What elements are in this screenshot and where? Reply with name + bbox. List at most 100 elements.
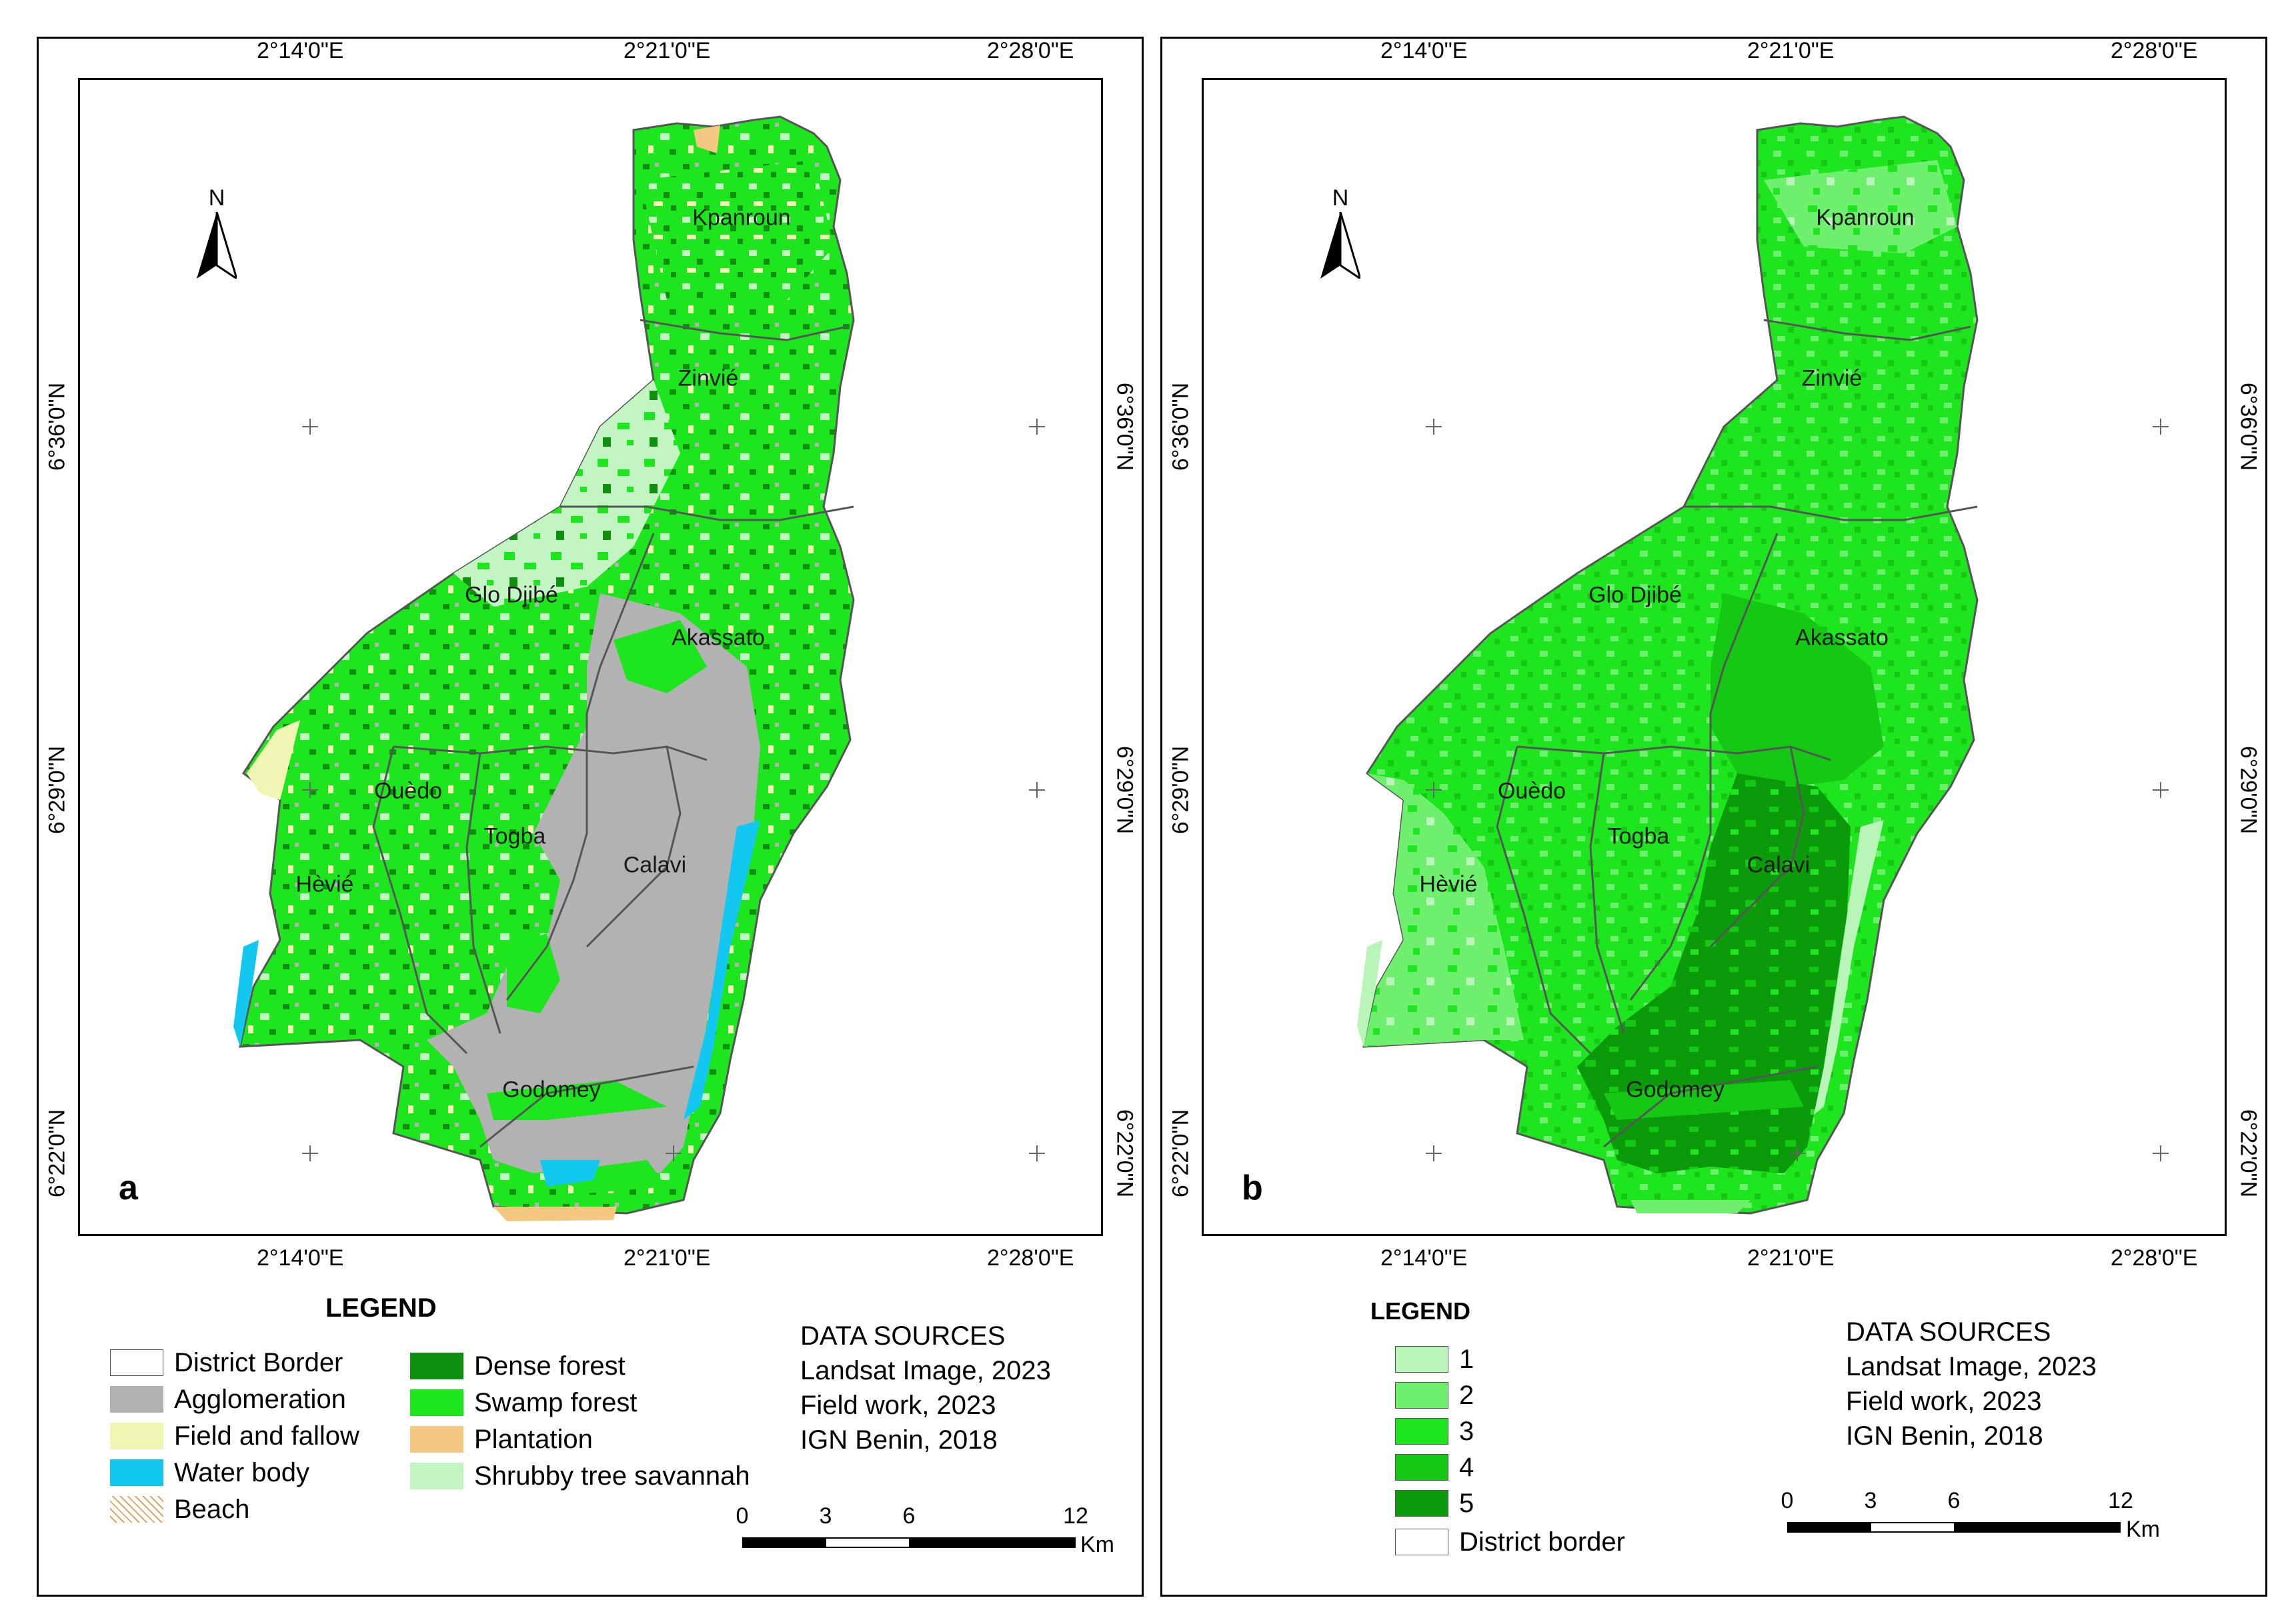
legend-swatch xyxy=(110,1423,163,1449)
district-label-akassato-b: Akassato xyxy=(1795,625,1889,651)
legend-item-field-fallow: Field and fallow xyxy=(110,1420,359,1452)
north-label-b: N xyxy=(1332,185,1349,211)
legend-item-district-border: District Border xyxy=(110,1347,343,1379)
legend-label: Water body xyxy=(174,1457,310,1487)
district-label-glo-djibe: Glo Djibé xyxy=(465,582,558,608)
sources-title: DATA SOURCES xyxy=(1846,1317,2051,1347)
lon-label-bottom-2-b: 2°21'0"E xyxy=(1747,1245,1835,1271)
legend-item-shrubby-savannah: Shrubby tree savannah xyxy=(410,1460,750,1492)
source-line: Field work, 2023 xyxy=(800,1391,996,1420)
scale-bar-a xyxy=(742,1537,1076,1548)
legend-swatch-beach xyxy=(110,1496,163,1523)
grid-cross xyxy=(666,1145,682,1161)
legend-swatch xyxy=(1395,1346,1448,1373)
legend-swatch xyxy=(110,1386,163,1413)
grid-cross xyxy=(302,419,318,435)
legend-swatch xyxy=(1395,1490,1448,1517)
lon-label-top-1-b: 2°14'0"E xyxy=(1380,38,1468,63)
scale-segment xyxy=(1789,1523,1871,1531)
legend-item-district-border-b: District border xyxy=(1395,1526,1625,1558)
lon-label-top-2-b: 2°21'0"E xyxy=(1747,38,1835,63)
lon-label-bottom-3: 2°28'0"E xyxy=(987,1245,1074,1271)
legend-item-class-1: 1 xyxy=(1395,1343,1474,1375)
legend-swatch xyxy=(1395,1529,1448,1555)
lon-label-bottom-1-b: 2°14'0"E xyxy=(1380,1245,1468,1271)
legend-label: District Border xyxy=(174,1347,343,1377)
panel-letter-a: a xyxy=(119,1169,138,1207)
scale-tick-0-b: 0 xyxy=(1781,1488,1794,1513)
lat-label-right-1: 6°36'0"N xyxy=(1112,382,1138,471)
district-label-akassato: Akassato xyxy=(672,625,765,651)
lon-label-bottom-2: 2°21'0"E xyxy=(624,1245,711,1271)
legend-label: 3 xyxy=(1459,1416,1474,1446)
lat-label-right-1-b: 6°36'0"N xyxy=(2235,382,2261,471)
legend-label: 1 xyxy=(1459,1344,1474,1374)
data-sources-b: DATA SOURCES Landsat Image, 2023 Field w… xyxy=(1846,1315,2097,1453)
scale-segment xyxy=(826,1539,909,1547)
legend-swatch xyxy=(1395,1454,1448,1481)
legend-item-water-body: Water body xyxy=(110,1457,309,1489)
legend-swatch xyxy=(1395,1382,1448,1409)
green-infrastructure-map xyxy=(1357,115,1979,1215)
grid-cross xyxy=(1029,782,1045,798)
legend-label: Field and fallow xyxy=(174,1421,359,1451)
lat-label-left-2: 6°29'0"N xyxy=(44,745,70,835)
grid-cross xyxy=(1789,1145,1805,1161)
lon-label-bottom-1: 2°14'0"E xyxy=(257,1245,344,1271)
lat-label-left-1-b: 6°36'0"N xyxy=(1168,382,1194,471)
lat-label-right-3: 6°22'0"N xyxy=(1112,1109,1138,1198)
grid-cross xyxy=(1426,782,1442,798)
legend-label: 2 xyxy=(1459,1380,1474,1410)
district-label-calavi-b: Calavi xyxy=(1747,852,1811,878)
legend-label: Beach xyxy=(174,1494,250,1524)
scale-unit-b: Km xyxy=(2126,1517,2160,1542)
legend-label: District border xyxy=(1459,1527,1625,1557)
lon-label-top-1: 2°14'0"E xyxy=(257,38,344,63)
grid-cross xyxy=(1029,419,1045,435)
north-label: N xyxy=(208,185,225,211)
legend-swatch xyxy=(110,1349,163,1376)
legend-label: Plantation xyxy=(474,1424,593,1454)
legend-swatch xyxy=(1395,1418,1448,1445)
legend-item-class-4: 4 xyxy=(1395,1451,1474,1483)
water-body xyxy=(684,820,760,1120)
source-line: Landsat Image, 2023 xyxy=(1846,1352,2097,1381)
grid-cross xyxy=(302,1145,318,1161)
legend-swatch xyxy=(410,1389,463,1416)
legend-label: Swamp forest xyxy=(474,1387,638,1417)
district-label-togba-b: Togba xyxy=(1607,823,1670,849)
district-label-ouedo-b: Ouèdo xyxy=(1497,778,1566,804)
scale-tick-0: 0 xyxy=(736,1503,749,1529)
source-line: Field work, 2023 xyxy=(1846,1387,2042,1416)
lon-label-bottom-3-b: 2°28'0"E xyxy=(2111,1245,2198,1271)
agglomeration-area xyxy=(427,593,760,1173)
legend-item-swamp-forest: Swamp forest xyxy=(410,1387,638,1419)
legend-label: 4 xyxy=(1459,1452,1474,1482)
panel-a-map xyxy=(78,78,1103,1236)
district-label-togba: Togba xyxy=(483,823,546,849)
lat-label-right-2-b: 6°29'0"N xyxy=(2235,745,2261,835)
legend-label: Shrubby tree savannah xyxy=(474,1461,750,1491)
legend-swatch xyxy=(410,1463,463,1489)
scale-tick-6: 6 xyxy=(902,1503,916,1529)
legend-item-beach: Beach xyxy=(110,1493,249,1525)
scale-unit-a: Km xyxy=(1080,1532,1114,1557)
panel-b-map xyxy=(1202,78,2227,1236)
legend-item-class-5: 5 xyxy=(1395,1487,1474,1519)
district-label-calavi: Calavi xyxy=(623,852,687,878)
lon-label-top-2: 2°21'0"E xyxy=(624,38,711,63)
data-sources-a: DATA SOURCES Landsat Image, 2023 Field w… xyxy=(800,1319,1051,1457)
legend-label: Agglomeration xyxy=(174,1384,346,1414)
lat-label-left-3: 6°22'0"N xyxy=(44,1109,70,1198)
scale-tick-12: 12 xyxy=(1063,1503,1088,1529)
district-label-glo-djibe-b: Glo Djibé xyxy=(1588,582,1682,608)
district-borders-b xyxy=(1496,319,1978,1148)
legend-item-agglomeration: Agglomeration xyxy=(110,1383,346,1415)
scale-tick-3-b: 3 xyxy=(1864,1488,1877,1513)
scale-tick-3: 3 xyxy=(819,1503,832,1529)
legend-item-dense-forest: Dense forest xyxy=(410,1350,626,1382)
lat-label-right-3-b: 6°22'0"N xyxy=(2235,1109,2261,1198)
district-label-zinvie: Zinvié xyxy=(678,365,739,391)
legend-swatch xyxy=(410,1426,463,1453)
grid-cross xyxy=(1029,1145,1045,1161)
